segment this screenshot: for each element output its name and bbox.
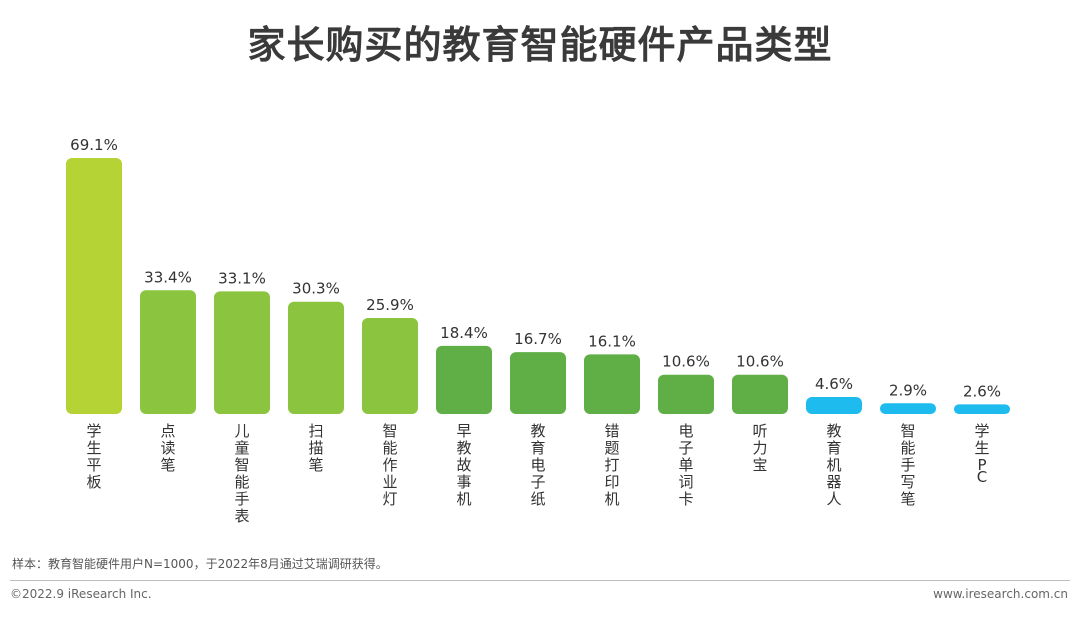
bar-3: [214, 291, 270, 414]
category-label-4: 扫描笔: [308, 422, 323, 474]
bar-7: [510, 352, 566, 414]
value-label-12: 2.9%: [889, 381, 927, 399]
bar-4: [288, 301, 344, 414]
category-label-11: 教育机器人: [826, 422, 841, 508]
value-label-2: 33.4%: [144, 268, 192, 286]
category-label-13: 学生 P C: [974, 422, 989, 486]
value-label-11: 4.6%: [815, 375, 853, 393]
value-label-5: 25.9%: [366, 296, 414, 314]
category-label-3: 儿童智能手表: [234, 422, 249, 525]
sample-note: 样本：教育智能硬件用户N=1000，于2022年8月通过艾瑞调研获得。: [12, 557, 388, 571]
value-label-8: 16.1%: [588, 332, 636, 350]
bar-1: [66, 158, 122, 414]
bar-13: [954, 404, 1010, 414]
value-label-6: 18.4%: [440, 324, 488, 342]
category-label-1: 学生平板: [86, 422, 101, 491]
category-label-6: 早教故事机: [456, 422, 471, 508]
category-label-9: 电子单词卡: [678, 422, 693, 508]
bar-12: [880, 403, 936, 414]
category-label-10: 听力宝: [752, 422, 767, 474]
value-label-3: 33.1%: [218, 269, 266, 287]
bar-9: [658, 374, 714, 414]
category-label-5: 智能作业灯: [382, 422, 397, 508]
category-label-8: 错题打印机: [604, 422, 619, 508]
bar-2: [140, 290, 196, 414]
footer-divider: [10, 580, 1070, 581]
website-text: www.iresearch.com.cn: [933, 587, 1068, 601]
value-label-7: 16.7%: [514, 330, 562, 348]
bar-10: [732, 374, 788, 414]
value-label-4: 30.3%: [292, 280, 340, 298]
bar-8: [584, 354, 640, 414]
bar-chart: 69.1% 学生平板 33.4% 点读笔 33.1% 儿童智能手表 30.3% 扫描笔 25.9…: [66, 136, 1010, 525]
value-label-1: 69.1%: [70, 136, 118, 154]
bar-6: [436, 345, 492, 414]
chart-title: 家长购买的教育智能硬件产品类型: [247, 23, 833, 67]
category-label-12: 智能手写笔: [900, 422, 915, 508]
bar-11: [806, 396, 862, 414]
value-label-10: 10.6%: [736, 353, 784, 371]
value-label-13: 2.6%: [963, 382, 1001, 400]
value-label-9: 10.6%: [662, 353, 710, 371]
copyright-text: ©2022.9 iResearch Inc.: [10, 587, 152, 601]
category-label-2: 点读笔: [160, 422, 175, 474]
bar-5: [362, 318, 418, 414]
category-label-7: 教育电子纸: [530, 422, 545, 508]
